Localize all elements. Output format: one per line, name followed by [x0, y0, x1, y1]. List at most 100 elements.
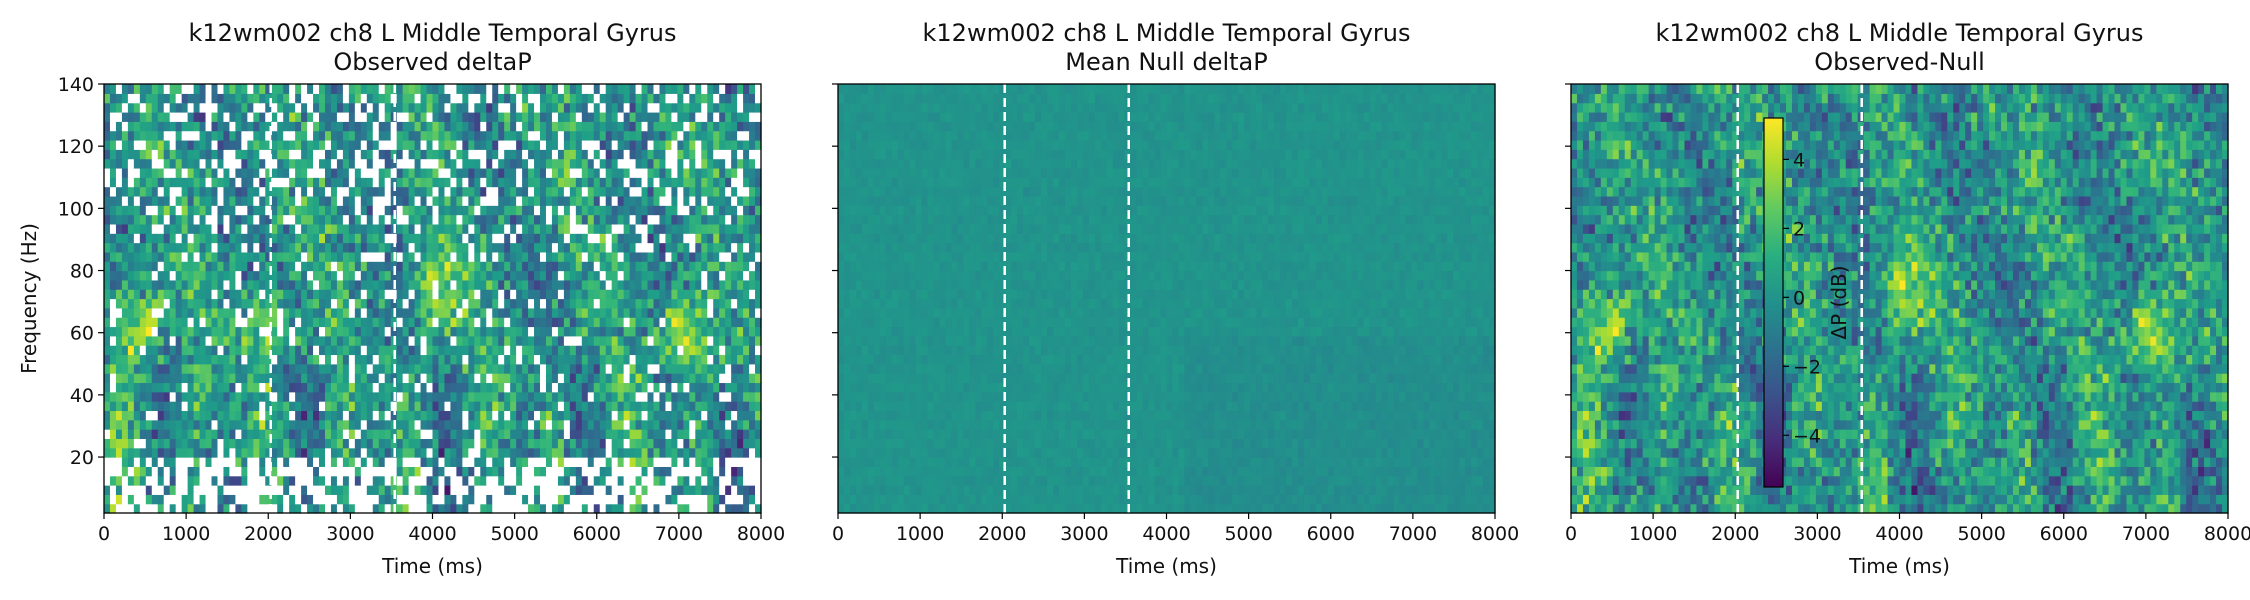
heatmap-cell [295, 149, 302, 160]
heatmap-cell [671, 93, 678, 104]
heatmap-cell [695, 93, 702, 104]
heatmap-cell [629, 298, 637, 309]
heatmap-cell [599, 410, 607, 421]
heatmap-cell [169, 223, 177, 234]
heatmap-cell [342, 195, 350, 206]
heatmap-cell [629, 391, 637, 402]
heatmap-cell [169, 373, 177, 384]
heatmap-cell [492, 494, 499, 505]
heatmap-cell [372, 475, 380, 486]
heatmap-cell [127, 130, 135, 141]
heatmap-cell [139, 233, 147, 244]
heatmap-cell [444, 279, 452, 290]
heatmap-cell [109, 401, 117, 412]
heatmap-cell [217, 419, 225, 430]
heatmap-cell [109, 307, 117, 318]
heatmap-cell [175, 111, 183, 122]
heatmap-cell [665, 382, 673, 393]
heatmap-cell [157, 205, 165, 216]
heatmap-cell [330, 485, 338, 495]
heatmap-cell [253, 494, 260, 505]
heatmap-cell [253, 289, 260, 300]
heatmap-cell [277, 373, 284, 384]
heatmap-cell [474, 186, 481, 197]
heatmap-cell [462, 270, 469, 281]
heatmap-cell [384, 419, 392, 430]
heatmap-cell [414, 335, 422, 346]
heatmap-cell [199, 354, 207, 365]
heatmap-cell [193, 307, 201, 318]
heatmap-cell [617, 401, 625, 412]
heatmap-cell [211, 326, 219, 337]
heatmap-cell [109, 214, 117, 225]
heatmap-cell [629, 345, 637, 356]
heatmap-cell [271, 93, 278, 104]
heatmap-cell [659, 111, 667, 122]
heatmap-cell [295, 457, 302, 467]
heatmap-cell [593, 363, 601, 374]
heatmap-cell [217, 447, 225, 458]
heatmap-cell [510, 130, 517, 141]
heatmap-cell [127, 158, 135, 169]
heatmap-cell [115, 121, 123, 132]
heatmap-cell [575, 139, 583, 150]
heatmap-cell [336, 270, 344, 281]
heatmap-cell [247, 167, 254, 178]
heatmap-cell [157, 214, 165, 225]
heatmap-cell [127, 298, 135, 309]
heatmap-cell [396, 233, 404, 244]
heatmap-cell [593, 447, 601, 458]
heatmap-cell [408, 401, 416, 412]
heatmap-cell [581, 121, 589, 132]
heatmap-cell [390, 438, 398, 449]
heatmap-cell [551, 382, 559, 393]
heatmap-cell [348, 485, 356, 495]
heatmap-cell [324, 485, 332, 495]
heatmap-cell [319, 279, 326, 290]
heatmap-cell [169, 466, 177, 477]
heatmap-cell [253, 186, 260, 197]
heatmap-cell [175, 279, 183, 290]
heatmap-cell [354, 354, 362, 365]
heatmap-cell [677, 503, 684, 514]
heatmap-cell [384, 354, 392, 365]
heatmap-cell [127, 326, 135, 337]
heatmap-cell [653, 242, 661, 253]
heatmap-cell [408, 186, 416, 197]
heatmap-cell [169, 279, 177, 290]
heatmap-cell [265, 466, 272, 477]
heatmap-cell [701, 186, 708, 197]
heatmap-cell [235, 289, 242, 300]
heatmap-cell [175, 503, 183, 514]
heatmap-cell [205, 279, 213, 290]
heatmap-cell [731, 102, 738, 113]
heatmap-cell [295, 270, 302, 281]
heatmap-cell [665, 438, 673, 449]
heatmap-cell [259, 233, 266, 244]
heatmap-cell [307, 317, 314, 328]
heatmap-cell [277, 186, 284, 197]
heatmap-cell [504, 205, 511, 216]
heatmap-cell [187, 401, 195, 412]
heatmap-cell [486, 335, 493, 346]
heatmap-cell [402, 335, 410, 346]
heatmap-cell [755, 186, 762, 197]
heatmap-cell [426, 195, 434, 206]
heatmap-cell [731, 345, 738, 356]
heatmap-cell [563, 317, 571, 328]
heatmap-cell [104, 177, 111, 188]
heatmap-cell [731, 326, 738, 337]
heatmap-cell [181, 335, 189, 346]
heatmap-cell [731, 363, 738, 374]
heatmap-cell [438, 335, 446, 346]
heatmap-cell [659, 429, 667, 439]
heatmap-cell [324, 186, 332, 197]
heatmap-cell [342, 279, 350, 290]
heatmap-cell [563, 242, 571, 253]
heatmap-cell [731, 279, 738, 290]
heatmap-cell [456, 139, 463, 150]
heatmap-cell [271, 326, 278, 337]
heatmap-cell [569, 102, 577, 113]
heatmap-cell [653, 401, 661, 412]
heatmap-cell [199, 382, 207, 393]
